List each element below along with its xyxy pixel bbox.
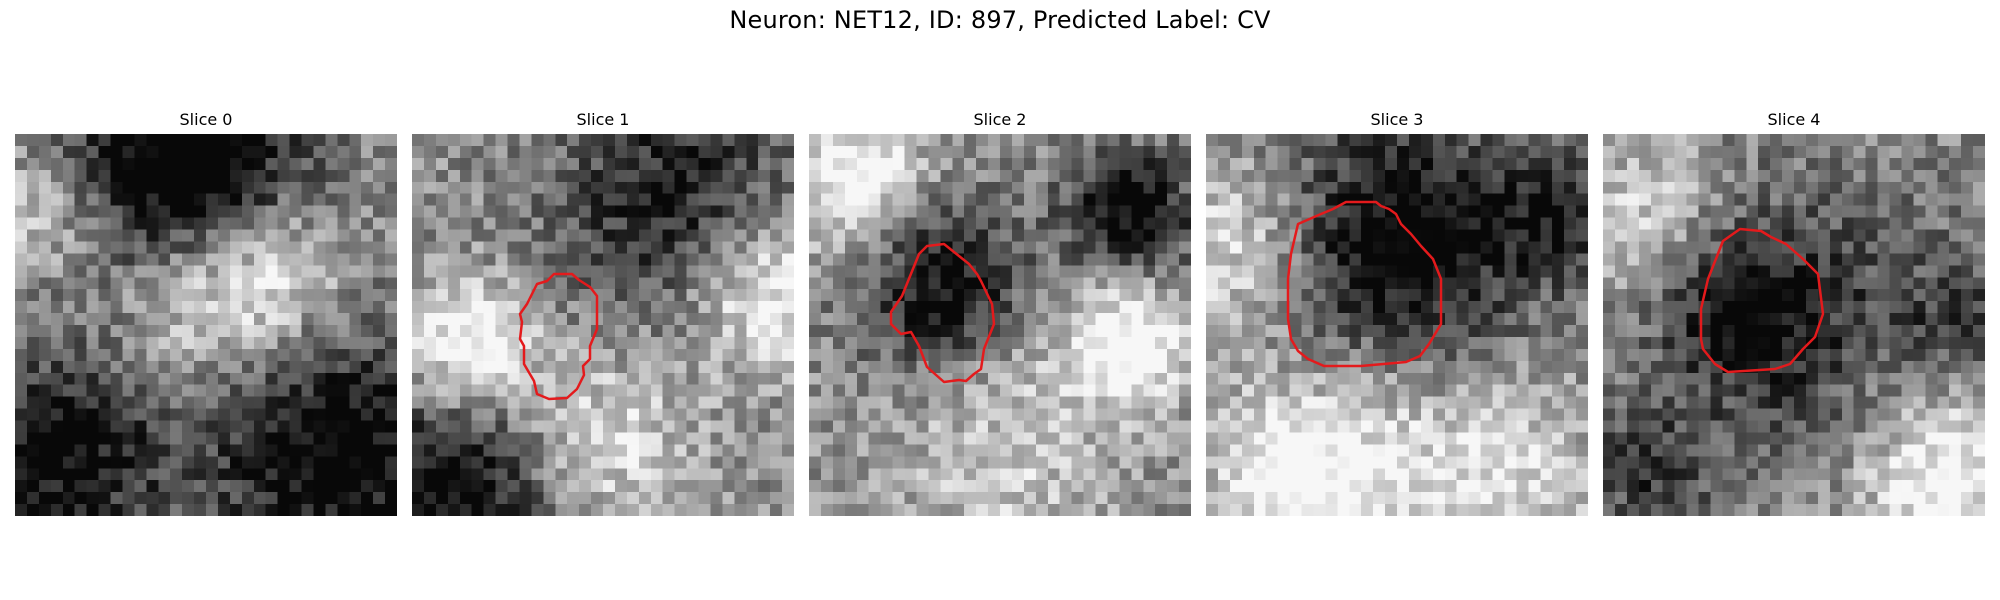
grayscale-image-slice-0 bbox=[15, 134, 397, 516]
panel-title-slice-0: Slice 0 bbox=[179, 110, 233, 129]
image-panel-slice-2 bbox=[809, 134, 1191, 516]
roi-contour-slice-4 bbox=[1699, 227, 1825, 374]
grayscale-image-slice-4 bbox=[1603, 134, 1985, 516]
image-panel-slice-4 bbox=[1603, 134, 1985, 516]
grayscale-image-slice-2 bbox=[809, 134, 1191, 516]
figure-title: Neuron: NET12, ID: 897, Predicted Label:… bbox=[729, 6, 1271, 34]
image-panel-slice-1 bbox=[412, 134, 794, 516]
roi-contour-slice-3 bbox=[1286, 200, 1443, 368]
panel-title-slice-3: Slice 3 bbox=[1370, 110, 1424, 129]
panel-title-slice-1: Slice 1 bbox=[576, 110, 630, 129]
roi-contour-slice-2 bbox=[889, 242, 996, 384]
image-panel-slice-0 bbox=[15, 134, 397, 516]
grayscale-image-slice-3 bbox=[1206, 134, 1588, 516]
roi-contour-slice-1 bbox=[518, 272, 599, 401]
panel-title-slice-4: Slice 4 bbox=[1767, 110, 1821, 129]
panel-title-slice-2: Slice 2 bbox=[973, 110, 1027, 129]
grayscale-image-slice-1 bbox=[412, 134, 794, 516]
image-panel-slice-3 bbox=[1206, 134, 1588, 516]
